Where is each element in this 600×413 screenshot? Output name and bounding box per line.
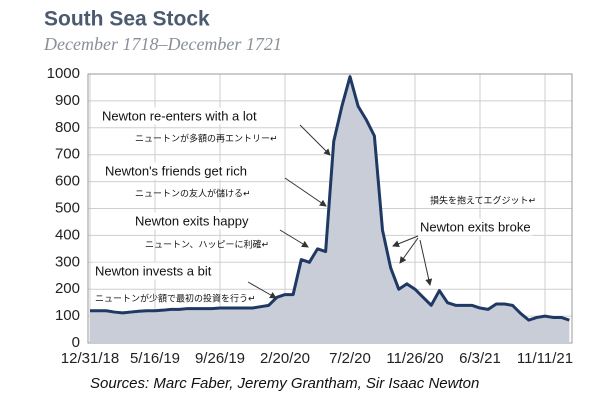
y-tick-label: 400 [55,226,80,243]
y-tick-label: 700 [55,146,80,163]
annotation-arrow [247,281,277,299]
annotation-arrow [399,237,419,264]
annotation: Newton's friends get rich [105,163,247,178]
x-tick-label: 9/26/19 [195,350,245,367]
y-tick-label: 500 [55,199,80,216]
line [90,75,570,322]
x-tick-label: 7/2/20 [329,350,371,367]
y-tick-label: 800 [55,119,80,136]
annotation-bg [93,262,214,280]
x-tick-label: 11/11/21 [517,350,573,367]
annotation-note: ニュートンの友人が儲ける↵ [135,188,251,200]
annotation: Newton exits broke [420,219,531,234]
x-tick-label: 5/16/19 [130,350,180,367]
annotation-note: ニュートンが少額で最初の投資を行う↵ [95,293,256,305]
annotation-bg [103,162,249,180]
x-tick-label: 2/20/20 [260,350,310,367]
annotation-note: 損失を抱えてエグジット↵ [430,195,536,207]
y-tick-label: 1000 [47,65,80,82]
chart-title: South Sea Stock [44,8,210,31]
annotation: Newton exits happy [135,213,249,228]
y-tick-label: 0 [72,334,80,351]
y-tick-label: 600 [55,173,80,190]
annotation-arrow [279,229,309,248]
y-tick-label: 300 [55,253,80,270]
annotation: Newton re-enters with a lot [102,108,257,123]
y-tick-label: 200 [55,280,80,297]
x-tick-label: 6/3/21 [459,350,501,367]
y-tick-label: 100 [55,307,80,324]
annotation: Newton invests a bit [95,263,212,278]
annotation-note: ニュートン、ハッピーに利確↵ [145,239,269,251]
annotation-arrow [419,239,433,286]
annotation-bg [100,107,260,125]
annotation-bg [418,218,533,236]
x-tick-label: 12/31/18 [61,350,119,367]
source-note: Sources: Marc Faber, Jeremy Grantham, Si… [90,375,479,392]
chart-subtitle: December 1718–December 1721 [43,34,282,54]
annotation-arrow [392,235,419,248]
y-tick-label: 900 [55,92,80,109]
annotation-arrow [284,177,327,207]
x-tick-label: 11/26/20 [386,350,443,367]
annotation-arrow [299,124,331,156]
annotation-note: ニュートンが多額の再エントリー↵ [135,133,278,145]
annotation-bg [133,212,251,230]
